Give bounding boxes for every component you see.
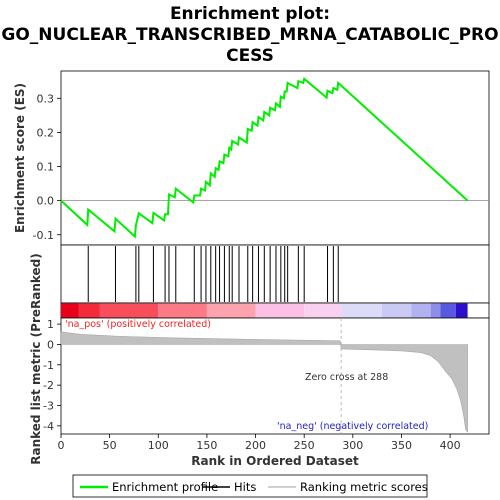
ranking-heat-bar [61, 303, 468, 318]
es-y-tick-label: 0.2 [37, 126, 55, 139]
chart-title-line-1: Enrichment plot: [170, 4, 330, 24]
metric-panel-frame [60, 317, 490, 435]
es-y-tick-label: 0.0 [37, 195, 55, 208]
metric-y-axis-label: Ranked list metric (PreRanked) [29, 253, 43, 465]
heat-segment [78, 303, 100, 318]
legend-box [72, 474, 428, 498]
legend-label: Enrichment profile [112, 480, 218, 494]
ranking-metric-area [60, 331, 468, 433]
heat-segment [255, 303, 305, 318]
positive-correlation-label: 'na_pos' (positively correlated) [65, 319, 211, 330]
x-tick-label: 200 [245, 439, 266, 452]
heat-segment [158, 303, 207, 318]
hits [87, 246, 339, 302]
heat-segment [411, 303, 431, 318]
x-tick-label: 350 [391, 439, 412, 452]
hits-panel-frame [60, 244, 490, 304]
x-tick-label: 250 [294, 439, 315, 452]
es-y-tick-label: 0.3 [37, 92, 55, 105]
heat-segment [382, 303, 412, 318]
x-tick-label: 400 [440, 439, 461, 452]
enrichment-profile-line [60, 76, 469, 239]
x-axis: 0 50 100 150 200 250 300 350 400 [58, 434, 461, 452]
metric-y-tick-label: -2 [43, 379, 54, 392]
legend-label: Ranking metric scores [300, 480, 428, 494]
x-tick-label: 50 [103, 439, 117, 452]
chart-title-line-3: CESS [226, 46, 274, 66]
metric-y-tick-label: -4 [43, 420, 54, 433]
x-tick-label: 100 [148, 439, 169, 452]
es-panel-frame [60, 70, 490, 246]
es-y-axis: -0.1 0.0 0.1 0.2 0.3 [33, 92, 61, 242]
x-tick-label: 150 [196, 439, 217, 452]
metric-y-tick-label: -1 [43, 359, 54, 372]
zero-cross-label: Zero cross at 288 [305, 372, 388, 383]
chart-title-line-2: GO_NUCLEAR_TRANSCRIBED_MRNA_CATABOLIC_PR… [1, 25, 498, 45]
metric-y-tick-label: 1 [47, 318, 54, 331]
heat-segment [440, 303, 456, 318]
metric-y-axis: 1 0 -1 -2 -3 -4 [43, 318, 61, 433]
negative-correlation-label: 'na_neg' (negatively correlated) [277, 421, 428, 432]
heat-segment [99, 303, 159, 318]
x-axis-label: Rank in Ordered Dataset [191, 454, 359, 468]
heat-segment [61, 303, 79, 318]
metric-y-tick-label: -3 [43, 400, 54, 413]
metric-y-tick-label: 0 [47, 338, 54, 351]
heat-segment [430, 303, 441, 318]
heat-segment [304, 303, 342, 318]
legend: Enrichment profile Hits Ranking metric sco… [80, 480, 428, 494]
x-tick-label: 0 [58, 439, 65, 452]
heat-segment [206, 303, 256, 318]
legend-label: Hits [234, 480, 256, 494]
es-y-tick-label: -0.1 [33, 229, 54, 242]
heat-segment [341, 303, 382, 318]
es-y-tick-label: 0.1 [37, 161, 55, 174]
es-y-axis-label: Enrichment score (ES) [13, 83, 27, 233]
heat-segment [455, 303, 468, 318]
x-tick-label: 300 [342, 439, 363, 452]
